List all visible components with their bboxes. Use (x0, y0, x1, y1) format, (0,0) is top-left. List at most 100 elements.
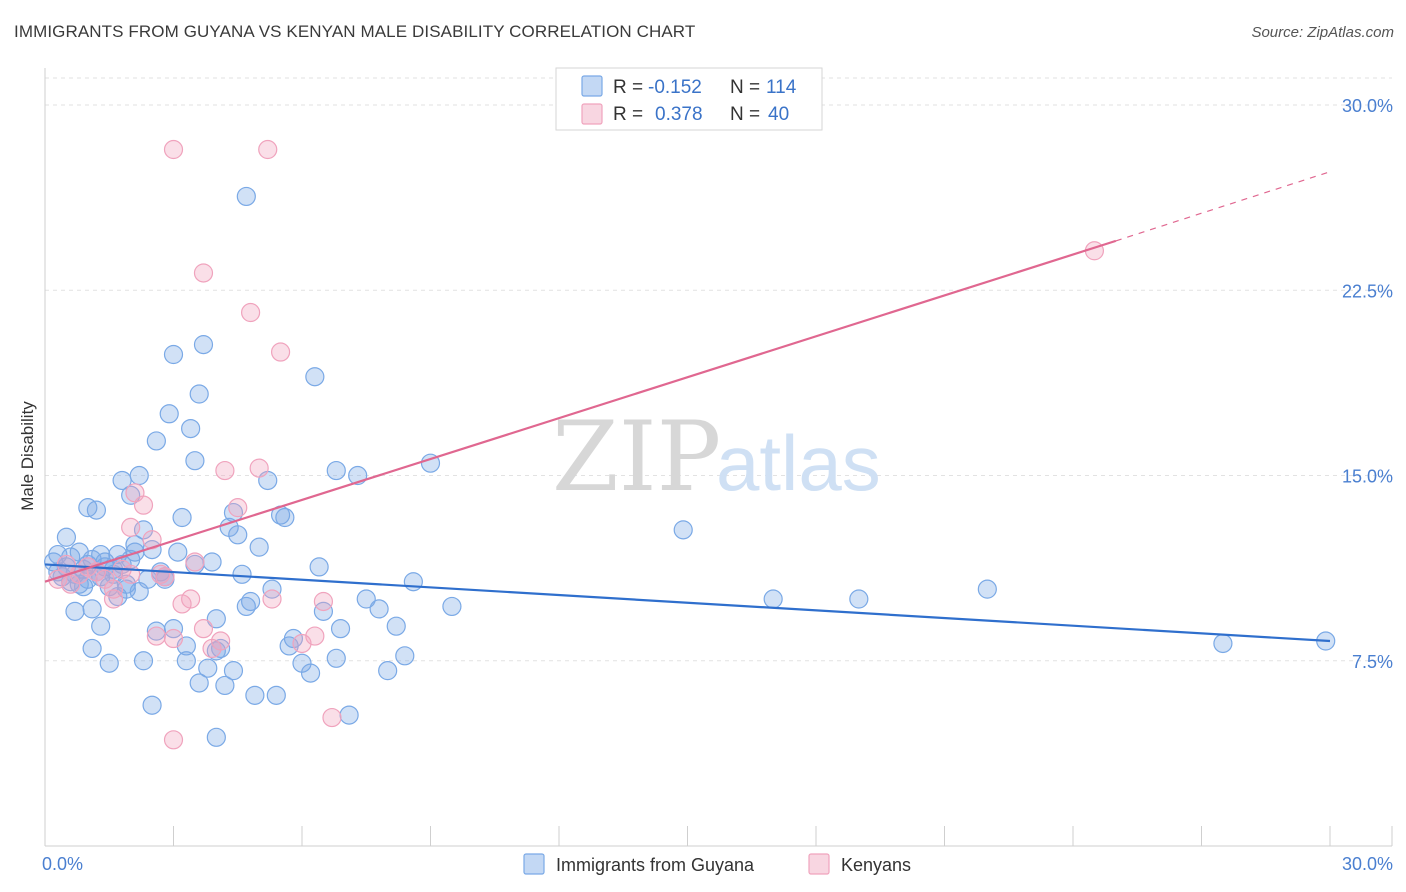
kenyan-data-point (103, 579, 124, 599)
guyana-data-point (176, 651, 196, 671)
watermark-atlas: atlas (716, 419, 881, 507)
guyana-data-point (142, 695, 162, 715)
guyana-data-point (386, 616, 406, 636)
x-tick-label: 0.0% (42, 854, 83, 874)
guyana-data-point (185, 451, 205, 471)
kenyan-data-point (305, 626, 325, 646)
guyana-data-point (300, 663, 321, 683)
guyana-data-point (262, 579, 282, 599)
guyana-data-point (763, 589, 783, 609)
guyana-data-point (275, 507, 295, 528)
guyana-data-point (245, 685, 265, 705)
guyana-data-point (309, 557, 329, 577)
kenyan-data-point (163, 628, 184, 649)
guyana-data-point (198, 658, 218, 678)
guyana-data-point (215, 675, 235, 696)
kenyan-data-point (121, 564, 141, 584)
guyana-data-point (313, 601, 334, 621)
y-tick-label: 15.0% (1342, 467, 1393, 487)
guyana-data-point (202, 552, 222, 572)
legend-n-label: N = (730, 104, 760, 125)
guyana-data-point (266, 685, 286, 705)
legend-swatch-guyana (581, 75, 603, 97)
x-tick-label: 30.0% (1342, 854, 1393, 874)
guyana-data-point (82, 638, 102, 659)
legend-swatch-kenyans (581, 103, 603, 125)
guyana-data-point (163, 619, 184, 639)
guyana-data-point (228, 525, 248, 545)
guyana-data-point (168, 542, 188, 562)
kenyan-data-point (313, 591, 334, 612)
bottom-legend-label-kenyans: Kenyans (841, 855, 911, 875)
kenyan-data-point (270, 342, 291, 362)
guyana-data-point (378, 661, 398, 681)
bottom-legend: Immigrants from Guyana Kenyans (523, 853, 911, 875)
kenyan-data-point (193, 619, 214, 639)
legend-box: R = -0.152 N = 114 R = 0.378 N = 40 (555, 67, 823, 131)
guyana-data-point (181, 418, 201, 439)
trend-lines (44, 171, 1331, 643)
bottom-legend-swatch-guyana (523, 853, 545, 875)
y-tick-label: 7.5% (1352, 652, 1393, 672)
kenyan-data-point (241, 302, 261, 323)
kenyan-data-point (163, 730, 184, 750)
guyana-data-point (172, 507, 192, 528)
source-attribution: Source: ZipAtlas.com (1251, 24, 1394, 41)
guyana-data-point (395, 646, 415, 666)
legend-r-value: -0.152 (648, 77, 702, 98)
guyana-trend-line (44, 563, 1331, 643)
y-tick-labels: 7.5% 15.0% 22.5% 30.0% (1342, 96, 1393, 672)
watermark-zip: ZIP (552, 401, 721, 513)
kenyan-data-point (121, 517, 141, 537)
bottom-legend-label-guyana: Immigrants from Guyana (556, 855, 755, 875)
guyana-data-point (1213, 633, 1233, 654)
chart-title: IMMIGRANTS FROM GUYANA VS KENYAN MALE DI… (14, 22, 696, 41)
guyana-data-point (146, 431, 166, 451)
guyana-data-point (91, 616, 111, 636)
guyana-data-point (305, 367, 325, 387)
guyana-data-point (339, 705, 359, 725)
guyana-data-point (129, 465, 149, 486)
guyana-data-point (232, 564, 252, 584)
guyana-data-point (249, 537, 269, 557)
x-tick-labels: 0.0% 30.0% (42, 826, 1393, 874)
guyana-data-point (849, 589, 869, 609)
kenyan-trend-line (44, 239, 1117, 583)
guyana-data-point (977, 579, 997, 599)
kenyan-data-point (215, 460, 235, 481)
y-tick-label: 22.5% (1342, 281, 1393, 301)
guyana-data-point (99, 653, 119, 673)
kenyan-data-point (48, 569, 68, 589)
guyana-data-point (330, 619, 351, 639)
kenyan-data-point (258, 139, 278, 160)
kenyan-data-point (228, 498, 248, 518)
guyana-data-point (403, 572, 423, 592)
axes (44, 68, 1392, 847)
legend-r-label: R = (613, 77, 643, 98)
kenyan-data-point (193, 263, 214, 283)
guyana-data-point (82, 599, 102, 619)
guyana-data-point (206, 609, 226, 629)
guyana-data-point (86, 500, 107, 520)
guyana-data-point (223, 661, 244, 681)
kenyan-data-point (103, 589, 124, 609)
watermark: ZIP atlas (552, 401, 881, 513)
guyana-data-point (241, 591, 261, 612)
kenyan-data-point (249, 458, 269, 478)
guyana-data-point (442, 596, 462, 617)
guyana-data-point (326, 460, 346, 481)
guyana-data-point (163, 344, 184, 365)
guyana-data-point (189, 673, 209, 693)
guyana-data-point (326, 648, 346, 668)
kenyan-data-point (185, 552, 205, 572)
legend-r-label: R = (613, 104, 643, 125)
guyana-data-point (206, 727, 226, 747)
guyana-data-point (193, 335, 214, 355)
guyana-data-point (56, 527, 77, 547)
guyana-data-point (673, 520, 693, 540)
guyana-data-point (133, 651, 154, 671)
kenyan-data-point (133, 495, 154, 515)
legend-n-value: 114 (766, 77, 797, 98)
kenyan-data-point (262, 589, 282, 609)
guyana-data-point (65, 601, 85, 621)
